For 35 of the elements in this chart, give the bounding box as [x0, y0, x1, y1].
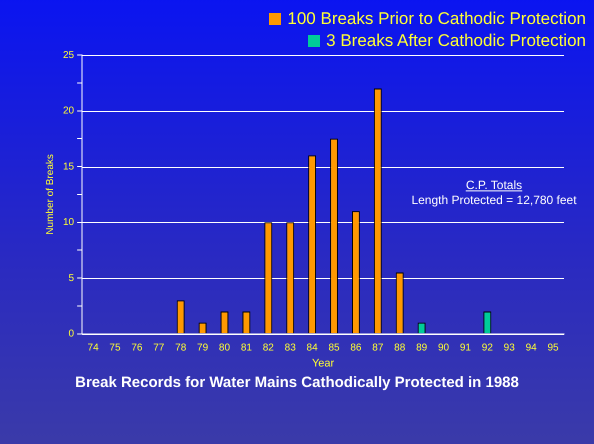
y-tick-label: 10	[63, 217, 75, 228]
x-tick-label: 83	[284, 342, 296, 354]
x-tick-label: 85	[328, 342, 340, 354]
text: Break Records for Water Mains Cathodically Protected in 1988	[74, 374, 520, 391]
x-tick-label: 94	[526, 342, 538, 354]
x-axis-title: Year	[312, 357, 335, 370]
x-tick-label: 93	[504, 342, 516, 354]
x-tick-label: 76	[131, 342, 143, 354]
y-tick-label: 5	[68, 272, 75, 284]
y-tick-label: 15	[63, 161, 75, 172]
x-tick-label: 89	[416, 342, 428, 354]
x-tick-label: 90	[438, 342, 450, 354]
x-tick-label: 84	[306, 342, 318, 354]
annotation: Length Protected = 12,780 feet	[411, 192, 578, 207]
x-tick-label: 81	[240, 342, 252, 354]
x-tick-label: 87	[372, 342, 384, 354]
y-axis-title: Number of Breaks	[44, 154, 56, 235]
annotation: C.P. Totals	[466, 178, 522, 192]
y-tick-label: 25	[63, 50, 75, 61]
x-tick-label: 91	[460, 342, 472, 354]
x-tick-label: 80	[218, 342, 230, 354]
x-tick-label: 95	[547, 342, 560, 354]
x-tick-label: 78	[175, 342, 187, 354]
x-tick-label: 86	[350, 342, 362, 354]
x-tick-label: 82	[262, 342, 274, 354]
legend-label: 3 Breaks After Cathodic Protection	[326, 31, 586, 51]
x-tick-label: 92	[482, 342, 494, 354]
x-tick-label: 79	[197, 342, 209, 354]
x-tick-label: 74	[88, 342, 100, 354]
legend-label: 100 Breaks Prior to Cathodic Protection	[287, 9, 586, 29]
x-tick-label: 77	[153, 342, 165, 354]
x-tick-label: 75	[109, 342, 121, 354]
x-tick-label: 88	[394, 342, 406, 354]
y-tick-label: 0	[68, 328, 75, 340]
y-tick-label: 20	[63, 106, 75, 117]
